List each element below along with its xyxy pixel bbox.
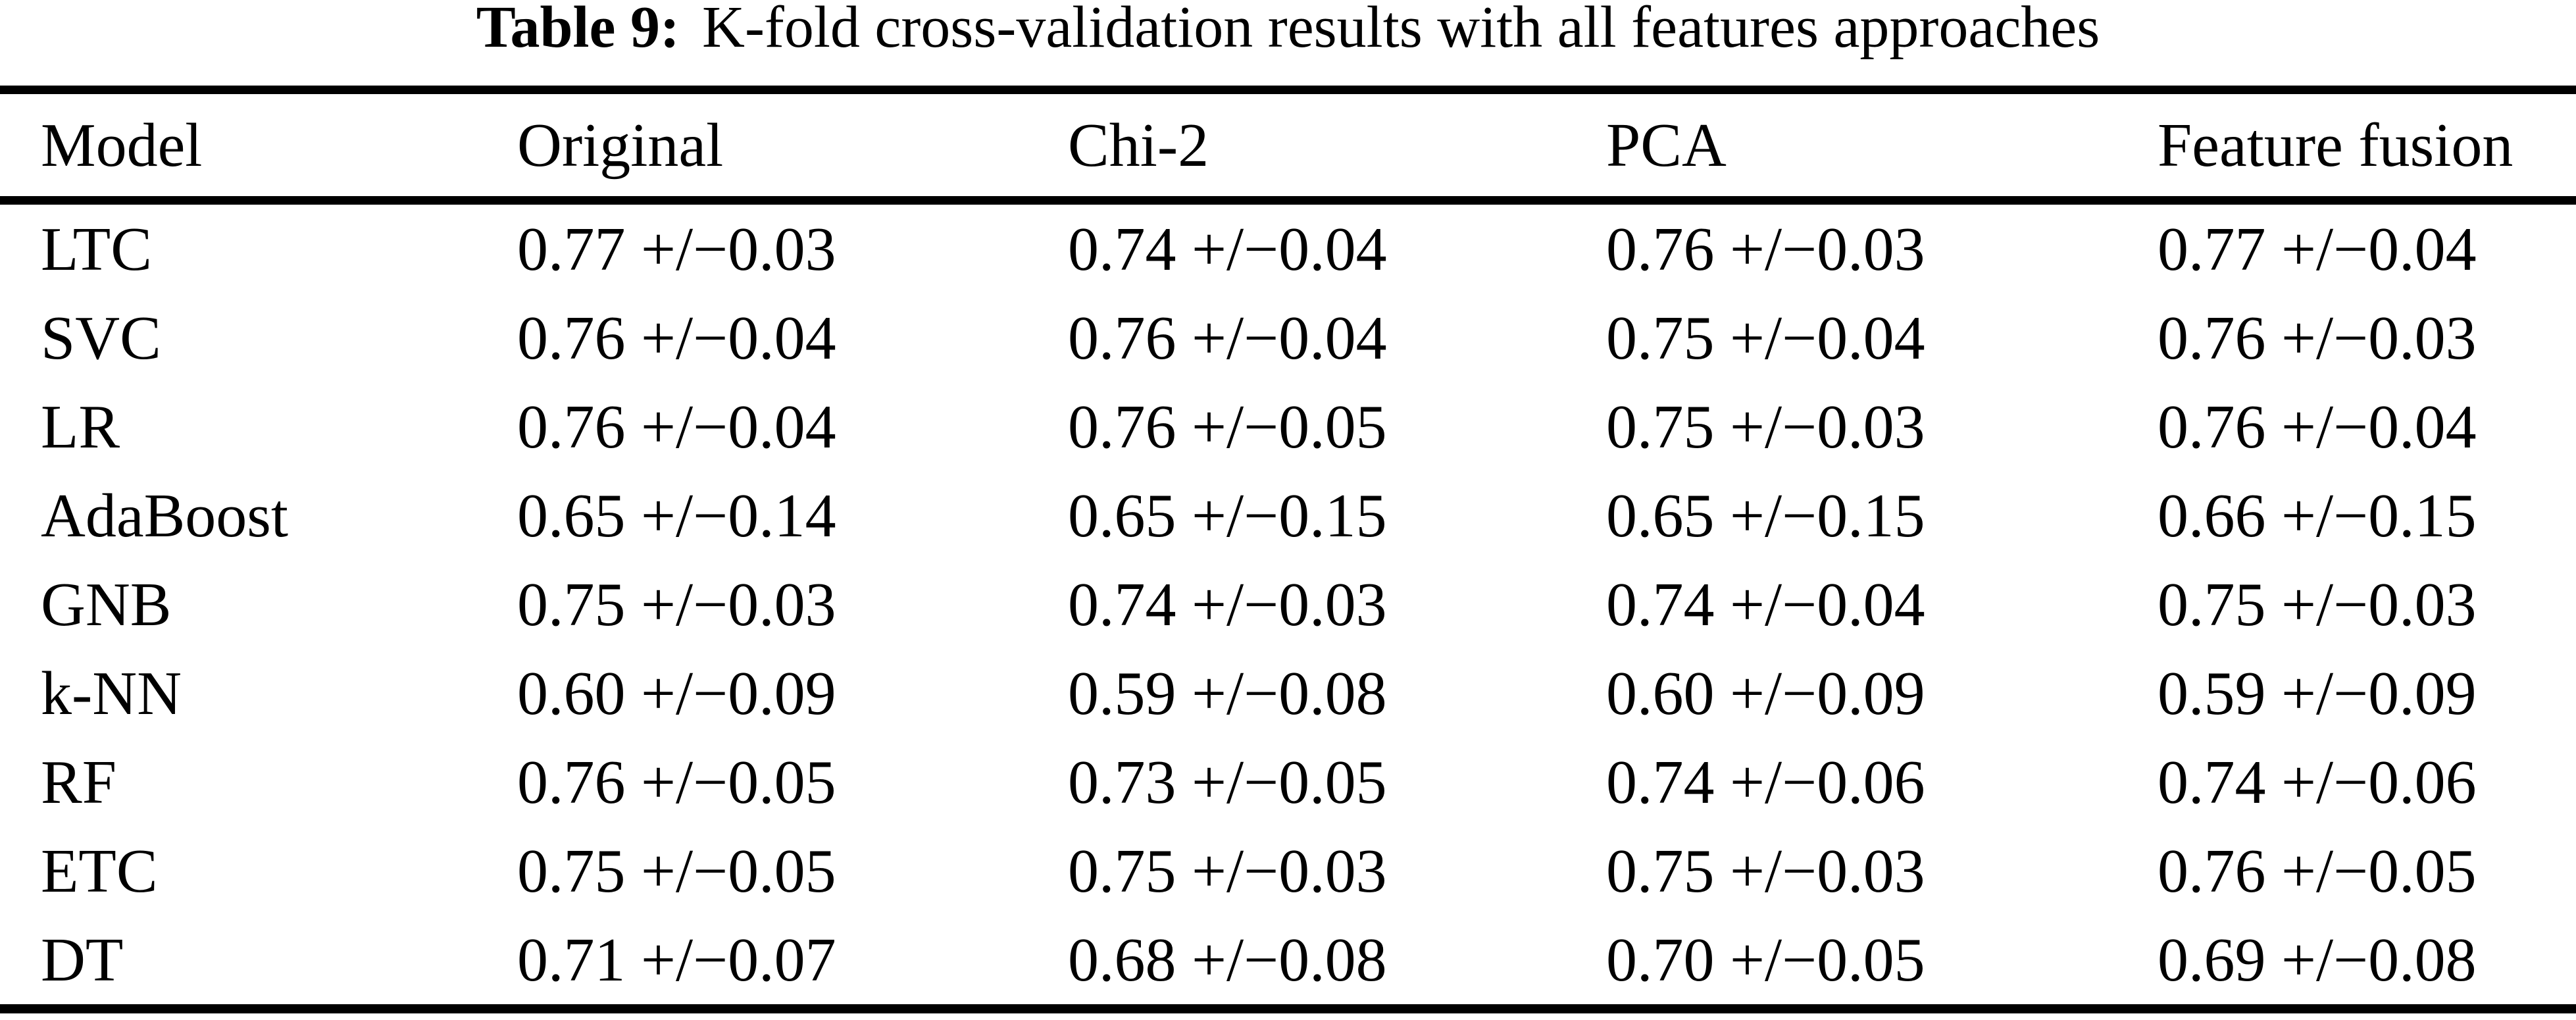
column-header-model: Model [0,89,517,205]
table-row: LTC 0.77 +/−0.03 0.74 +/−0.04 0.76 +/−0.… [0,201,2576,294]
value-cell-original: 0.71 +/−0.07 [517,925,836,994]
header-row: Model Original Chi-2 PCA Feature fusion [0,89,2576,205]
value-cell-original: 0.60 +/−0.09 [517,659,836,728]
column-header-original: Original [517,89,1068,205]
value-cell-chi2: 0.75 +/−0.03 [1068,836,1387,905]
value-cell-pca: 0.74 +/−0.06 [1606,748,1925,817]
value-cell-chi2: 0.76 +/−0.04 [1068,303,1387,372]
table-row: ETC 0.75 +/−0.05 0.75 +/−0.03 0.75 +/−0.… [0,827,2576,915]
results-table: Model Original Chi-2 PCA Feature fusion … [0,86,2576,1013]
value-cell-pca: 0.70 +/−0.05 [1606,925,1925,994]
value-cell-pca: 0.75 +/−0.04 [1606,303,1925,372]
value-cell-chi2: 0.68 +/−0.08 [1068,925,1387,994]
value-cell-original: 0.77 +/−0.03 [517,215,836,284]
table-row: AdaBoost 0.65 +/−0.14 0.65 +/−0.15 0.65 … [0,471,2576,560]
value-cell-feature-fusion: 0.69 +/−0.08 [2158,925,2477,994]
column-header-pca: PCA [1606,89,2158,205]
value-cell-original: 0.76 +/−0.04 [517,303,836,372]
value-cell-feature-fusion: 0.77 +/−0.04 [2158,215,2477,284]
table-caption: Table 9: K-fold cross-validation results … [0,0,2576,61]
column-header-feature-fusion: Feature fusion [2158,89,2576,205]
table-row: LR 0.76 +/−0.04 0.76 +/−0.05 0.75 +/−0.0… [0,382,2576,471]
model-cell: k-NN [41,659,182,728]
value-cell-original: 0.76 +/−0.05 [517,748,836,817]
value-cell-feature-fusion: 0.76 +/−0.05 [2158,836,2477,905]
value-cell-chi2: 0.65 +/−0.15 [1068,481,1387,550]
value-cell-feature-fusion: 0.66 +/−0.15 [2158,481,2477,550]
value-cell-feature-fusion: 0.59 +/−0.09 [2158,659,2477,728]
value-cell-chi2: 0.76 +/−0.05 [1068,392,1387,461]
value-cell-pca: 0.75 +/−0.03 [1606,392,1925,461]
model-cell: RF [41,748,116,817]
value-cell-chi2: 0.74 +/−0.03 [1068,570,1387,639]
table-caption-text: K-fold cross-validation results with all… [701,0,2100,60]
model-cell: LR [41,392,120,461]
value-cell-pca: 0.65 +/−0.15 [1606,481,1925,550]
value-cell-chi2: 0.74 +/−0.04 [1068,215,1387,284]
value-cell-original: 0.75 +/−0.05 [517,836,836,905]
value-cell-chi2: 0.73 +/−0.05 [1068,748,1387,817]
table-row: RF 0.76 +/−0.05 0.73 +/−0.05 0.74 +/−0.0… [0,738,2576,827]
model-cell: DT [41,925,124,994]
value-cell-original: 0.76 +/−0.04 [517,392,836,461]
value-cell-original: 0.65 +/−0.14 [517,481,836,550]
value-cell-pca: 0.74 +/−0.04 [1606,570,1925,639]
table-row: GNB 0.75 +/−0.03 0.74 +/−0.03 0.74 +/−0.… [0,560,2576,649]
value-cell-feature-fusion: 0.75 +/−0.03 [2158,570,2477,639]
table-row: k-NN 0.60 +/−0.09 0.59 +/−0.08 0.60 +/−0… [0,649,2576,738]
model-cell: AdaBoost [41,481,288,550]
model-cell: SVC [41,303,161,372]
value-cell-original: 0.75 +/−0.03 [517,570,836,639]
value-cell-chi2: 0.59 +/−0.08 [1068,659,1387,728]
table-caption-label: Table 9: [476,0,680,60]
value-cell-pca: 0.75 +/−0.03 [1606,836,1925,905]
table-row: SVC 0.76 +/−0.04 0.76 +/−0.04 0.75 +/−0.… [0,293,2576,382]
value-cell-pca: 0.76 +/−0.03 [1606,215,1925,284]
value-cell-feature-fusion: 0.76 +/−0.03 [2158,303,2477,372]
model-cell: LTC [41,215,152,284]
value-cell-pca: 0.60 +/−0.09 [1606,659,1925,728]
model-cell: GNB [41,570,172,639]
model-cell: ETC [41,836,158,905]
value-cell-feature-fusion: 0.74 +/−0.06 [2158,748,2477,817]
value-cell-feature-fusion: 0.76 +/−0.04 [2158,392,2477,461]
column-header-chi2: Chi-2 [1068,89,1606,205]
table-row: DT 0.71 +/−0.07 0.68 +/−0.08 0.70 +/−0.0… [0,915,2576,1009]
